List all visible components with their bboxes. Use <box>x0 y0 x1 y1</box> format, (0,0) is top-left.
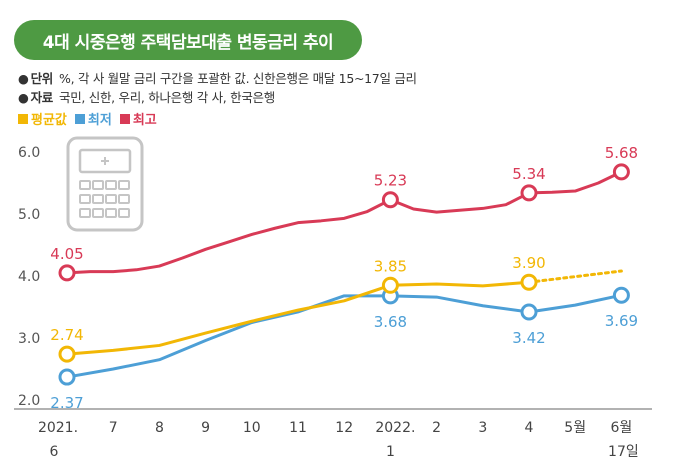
data-label-max: 5.34 <box>512 165 545 183</box>
chart-title-banner: 4대 시중은행 주택담보대출 변동금리 추이 <box>14 20 362 60</box>
x-tick-label: 2022. <box>375 420 415 436</box>
series-projection-avg <box>527 269 623 284</box>
legend-item-avg: 평균값 <box>18 109 67 128</box>
x-tick-label: 9 <box>201 420 210 436</box>
x-tick-label-line2: 6 <box>50 444 59 460</box>
source-note-key: 자료 <box>30 90 54 105</box>
x-tick-label-line2: 1 <box>386 444 395 460</box>
x-tick-label: 2021. <box>38 420 78 436</box>
x-tick-label: 3 <box>478 420 487 436</box>
x-tick-label: 2 <box>432 420 441 436</box>
data-label-max: 5.68 <box>605 144 638 162</box>
x-tick-label: 11 <box>289 420 307 436</box>
data-labels: 2.37 3.68 3.42 3.69 2.74 3.85 3.90 4.05 5.23 5.34… <box>50 144 638 412</box>
point-marker-max <box>612 163 630 181</box>
y-tick-label: 4.0 <box>18 269 40 285</box>
data-label-avg: 2.74 <box>50 326 83 344</box>
legend: 평균값 최저 최고 <box>18 109 157 128</box>
data-label-min: 3.69 <box>605 312 638 330</box>
bullet-icon: ● <box>18 71 29 86</box>
point-marker-max <box>58 264 76 282</box>
legend-item-min: 최저 <box>74 109 112 128</box>
x-tick-label-line2: 17일 <box>608 444 639 460</box>
y-tick-label: 3.0 <box>18 331 40 347</box>
series-line-avg <box>65 280 531 356</box>
bullet-icon: ● <box>18 90 29 105</box>
y-axis: 2.0 3.0 4.0 5.0 6.0 <box>18 145 40 409</box>
x-tick-label: 12 <box>335 420 353 436</box>
legend-item-max: 최고 <box>119 109 157 128</box>
legend-swatch-min <box>74 113 85 124</box>
legend-swatch-avg <box>18 113 28 124</box>
legend-label-max: 최고 <box>132 113 157 128</box>
data-label-min: 3.42 <box>512 329 545 347</box>
data-label-min: 3.68 <box>374 313 407 331</box>
source-note: ● 자료 국민, 신한, 우리, 하나은행 각 사, 한국은행 <box>18 87 275 106</box>
source-note-text: 국민, 신한, 우리, 하나은행 각 사, 한국은행 <box>59 90 275 105</box>
x-tick-label: 6월 <box>611 420 633 436</box>
point-marker-avg <box>520 273 538 291</box>
y-tick-label: 6.0 <box>18 145 40 161</box>
data-label-avg: 3.90 <box>512 254 545 272</box>
legend-label-avg: 평균값 <box>31 113 67 128</box>
unit-note-key: 단위 <box>30 71 54 86</box>
x-tick-label: 8 <box>155 420 164 436</box>
y-tick-label: 2.0 <box>18 393 40 409</box>
x-tick-label: 10 <box>243 420 261 436</box>
point-marker-min <box>612 286 630 304</box>
calculator-icon <box>66 136 144 232</box>
unit-note-text: %, 각 사 월말 금리 구간을 포괄한 값. 신한은행은 매달 15~17일 … <box>59 71 417 86</box>
legend-swatch-max <box>119 113 130 124</box>
point-marker-avg <box>381 276 399 294</box>
data-label-max: 4.05 <box>50 245 83 263</box>
point-marker-min <box>520 303 538 321</box>
x-tick-label: 7 <box>109 420 118 436</box>
data-label-max: 5.23 <box>374 172 407 190</box>
x-tick-label: 4 <box>525 420 534 436</box>
y-tick-label: 5.0 <box>18 207 40 223</box>
point-marker-min <box>58 368 76 386</box>
x-tick-label: 5월 <box>564 420 586 436</box>
point-marker-max <box>381 191 399 209</box>
legend-label-min: 최저 <box>87 113 112 128</box>
data-label-min: 2.37 <box>50 394 83 412</box>
point-marker-avg <box>58 345 76 363</box>
data-label-avg: 3.85 <box>374 257 407 275</box>
chart-title: 4대 시중은행 주택담보대출 변동금리 추이 <box>42 32 334 53</box>
series-markers <box>58 163 630 386</box>
point-marker-max <box>520 184 538 202</box>
unit-note: ● 단위 %, 각 사 월말 금리 구간을 포괄한 값. 신한은행은 매달 15~1… <box>18 68 417 87</box>
